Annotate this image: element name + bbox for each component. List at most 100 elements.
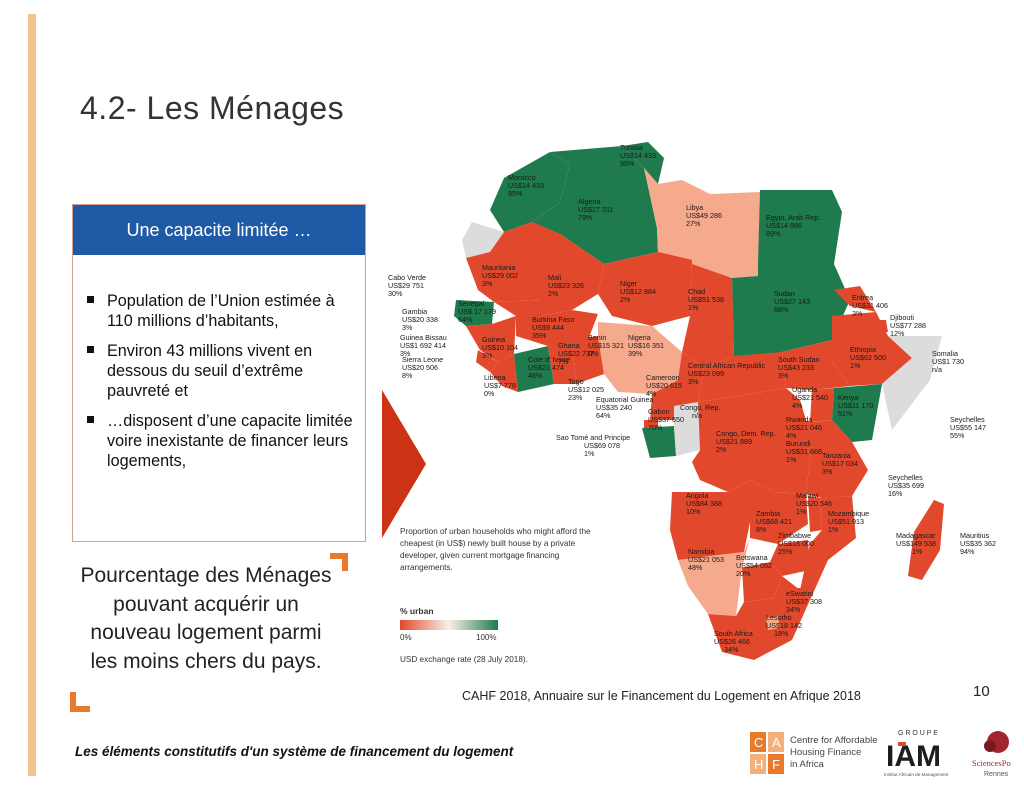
region-south-africa: [708, 576, 810, 660]
region-drc: [692, 388, 812, 494]
map-label-niger: Niger US$12 884 2%: [620, 279, 656, 304]
legend-min-label: 0%: [400, 633, 412, 642]
map-label-tunisia: Tunisia US$14 433 95%: [620, 143, 656, 168]
map-label-zambia: Zambia US$68 421 8%: [756, 509, 792, 534]
map-label-sudan: Sudan US$27 143 68%: [774, 289, 810, 314]
region-nigeria: [598, 322, 682, 394]
svg-text:H: H: [754, 757, 763, 772]
region-chad: [658, 252, 734, 368]
region-cote-divoire: [514, 346, 554, 392]
map-label-burkina-faso: Burkina Faso US$9 444 35%: [532, 315, 574, 340]
corner-bracket-icon: [70, 692, 90, 712]
map-label-sao-tome: Sao Tomé and Principe US$69 078 1%: [556, 433, 630, 458]
region-gabon: [642, 426, 676, 458]
bullet-text: Population de l’Union estimée à 110 mill…: [107, 292, 335, 330]
map-label-drc: Congo, Dem. Rep. US$21 889 2%: [716, 429, 776, 454]
region-lesotho: [766, 616, 780, 630]
map-label-senegal: Senegal US$ 17 179 64%: [458, 299, 496, 324]
region-sierra-leone: [476, 350, 498, 372]
bullet-item: …disposent d’une capacite limitée voire …: [87, 411, 357, 471]
region-rwanda-burundi: [800, 420, 812, 440]
map-label-cabo-verde: Cabo Verde US$29 751 30%: [388, 273, 426, 298]
region-sudan: [732, 264, 850, 358]
region-ghana: [548, 340, 576, 384]
map-label-car: Central African Republic US$23 099 3%: [688, 361, 766, 386]
map-label-mauritius: Mauritius US$35 362 94%: [960, 531, 996, 556]
left-accent-bar: [28, 14, 36, 776]
iam-logo: G R O U P E IAM Institut Africain de Man…: [884, 730, 949, 777]
region-somalia: [882, 336, 942, 430]
region-mozambique: [800, 496, 856, 600]
map-label-rwanda: Rwanda US$21 046 4%: [786, 415, 822, 440]
region-ethiopia: [832, 312, 912, 386]
region-burkina-faso: [516, 310, 598, 346]
svg-text:Housing Finance: Housing Finance: [790, 747, 861, 758]
svg-text:Rennes: Rennes: [984, 771, 1009, 778]
map-label-namibia: Namibia US$21 053 48%: [688, 547, 724, 572]
region-angola: [670, 480, 750, 560]
map-label-seychelles-2: Seychelles US$35 699 16%: [888, 473, 924, 498]
bullet-text: …disposent d’une capacite limitée voire …: [107, 412, 353, 470]
region-zambia: [750, 480, 808, 544]
map-label-algeria: Algeria US$27 311 79%: [578, 197, 613, 222]
bullet-list: Population de l’Union estimée à 110 mill…: [87, 291, 357, 481]
source-citation: CAHF 2018, Annuaire sur le Financement d…: [462, 689, 861, 703]
map-legend: Proportion of urban households who might…: [400, 527, 593, 664]
africa-map: Tunisia US$14 433 95% Morocco US$14 433 95% …: [388, 142, 996, 664]
legend-description: Proportion of urban households who might…: [400, 527, 593, 572]
map-label-gambia: Gambia US$20 338 3%: [402, 307, 438, 332]
map-label-seychelles-1: Seychelles US$55 147 55%: [950, 415, 986, 440]
map-label-liberia: Liberia US$7 778 0%: [484, 373, 516, 398]
page-title: 4.2- Les Ménages: [80, 90, 345, 126]
map-label-burundi: Burundi US$31 668 1%: [786, 439, 822, 464]
region-western-sahara: [462, 222, 504, 258]
page-number: 10: [973, 683, 990, 700]
region-niger: [598, 252, 692, 326]
map-label-libya: Libya US$49 286 27%: [686, 203, 722, 228]
map-label-chad: Chad US$51 538 1%: [688, 287, 724, 312]
map-label-ghana: Ghana US$22 737 7%: [558, 341, 594, 366]
map-label-angola: Angola US$84 388 10%: [686, 491, 722, 516]
region-madagascar: [908, 500, 944, 580]
map-label-eswatini: eSwatini US$37 308 34%: [786, 589, 822, 614]
map-label-ethiopia: Ethiopia US$62 500 1%: [850, 345, 886, 370]
map-label-tanzania: Tanzania US$17 034 3%: [822, 451, 858, 476]
region-liberia: [490, 354, 518, 392]
region-algeria: [532, 146, 658, 264]
region-togo-benin: [572, 336, 604, 384]
map-label-eritrea: Eritrea US$31 406 3%: [852, 293, 888, 318]
map-label-congo-rep: Congo, Rep. n/a: [680, 403, 720, 420]
map-label-guinea-bissau: Guinea Bissau US$1 692 414 3%: [400, 333, 447, 358]
map-label-egypt: Egypt, Arab Rep. US$14 966 89%: [766, 213, 820, 238]
map-label-morocco: Morocco US$14 433 95%: [508, 173, 544, 198]
map-label-zimbabwe: Zimbabwe US$18 000 25%: [778, 531, 814, 556]
map-label-mali: Mali US$23 326 2%: [548, 273, 584, 298]
region-south-sudan: [782, 340, 850, 390]
region-namibia: [678, 538, 750, 616]
bullet-square-icon: [87, 296, 94, 303]
region-malawi: [808, 496, 822, 532]
map-label-mauritania: Mauritania US$29 002 3%: [482, 263, 518, 288]
svg-text:Institut Africain de Managemen: Institut Africain de Management: [884, 772, 949, 777]
map-label-djibouti: Djibouti US$77 288 12%: [890, 313, 926, 338]
svg-text:C: C: [754, 735, 763, 750]
map-label-somalia: Somalia US$1 730 n/a: [932, 349, 964, 374]
svg-text:F: F: [772, 757, 780, 772]
corner-bracket-icon: [330, 553, 348, 571]
map-label-guinea: Guinea US$10 104 3%: [482, 335, 518, 360]
region-morocco: [490, 152, 570, 232]
region-uganda: [810, 388, 834, 422]
bullet-square-icon: [87, 416, 94, 423]
region-tanzania: [806, 420, 868, 498]
svg-text:G R O U P E: G R O U P E: [898, 730, 938, 737]
map-label-cote-divoire: Cote d' Ivoire US$21 474 46%: [528, 355, 570, 380]
region-botswana: [742, 562, 782, 602]
info-box: Une capacite limitée … Population de l’U…: [72, 204, 366, 542]
footer-text: Les éléments constitutifs d'un système d…: [75, 744, 514, 759]
cahf-logo: C A H F Centre for Affordable Housing Fi…: [750, 732, 878, 774]
map-label-south-africa: South Africa US$26 466 34%: [714, 629, 753, 654]
svg-text:in Africa: in Africa: [790, 759, 825, 770]
svg-text:SciencesPo: SciencesPo: [972, 758, 1011, 768]
region-mali: [494, 222, 604, 316]
sciencespo-logo: SciencesPo Rennes: [972, 731, 1011, 778]
